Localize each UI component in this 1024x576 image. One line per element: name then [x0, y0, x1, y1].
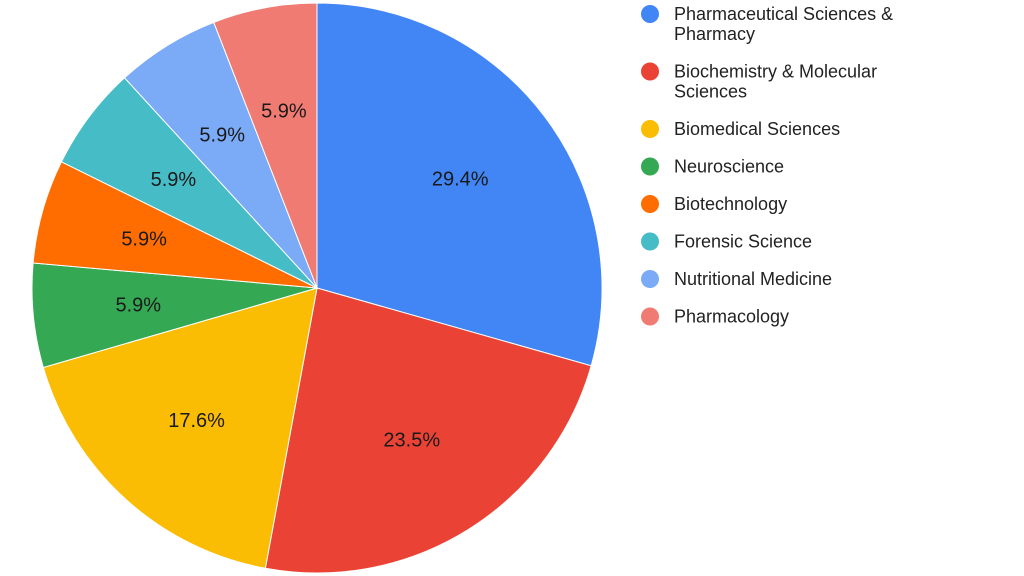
slice-label-biochemistry-and-molecular-sciences: 23.5%	[383, 430, 440, 452]
legend-item-biomedical-sciences: Biomedical Sciences	[641, 119, 840, 139]
legend-swatch	[641, 270, 659, 288]
legend-label: Pharmacy	[674, 24, 755, 44]
legend-item-pharmacology: Pharmacology	[641, 307, 789, 327]
legend-item-neuroscience: Neuroscience	[641, 157, 784, 177]
legend-label: Sciences	[674, 82, 747, 102]
legend-label: Forensic Science	[674, 232, 812, 252]
slice-label-forensic-science: 5.9%	[151, 169, 197, 191]
slice-label-biotechnology: 5.9%	[121, 229, 167, 251]
legend-label: Biotechnology	[674, 194, 787, 214]
legend-swatch	[641, 62, 659, 81]
slice-label-biomedical-sciences: 17.6%	[168, 410, 225, 432]
legend-swatch	[641, 307, 659, 326]
slice-label-neuroscience: 5.9%	[116, 294, 162, 316]
legend-label: Biomedical Sciences	[674, 119, 840, 139]
legend-swatch	[641, 195, 659, 213]
pie-slice-labels: 29.4%23.5%17.6%5.9%5.9%5.9%5.9%5.9%	[116, 101, 489, 452]
pie-slice-pharmaceutical-sciences-and-pharmacy	[316, 2, 603, 367]
legend-label: Biochemistry & Molecular	[674, 62, 877, 82]
legend-label: Pharmaceutical Sciences &	[674, 4, 893, 24]
pie-slices	[31, 2, 603, 574]
legend-label: Neuroscience	[674, 157, 784, 177]
legend-item-pharmaceutical-sciences-and-pharmacy: Pharmaceutical Sciences &Pharmacy	[641, 4, 893, 44]
slice-label-pharmaceutical-sciences-and-pharmacy: 29.4%	[432, 169, 489, 191]
legend-swatch	[641, 157, 659, 176]
legend: Pharmaceutical Sciences &Pharmacy Biochem…	[641, 4, 893, 327]
legend-item-nutritional-medicine: Nutritional Medicine	[641, 269, 832, 289]
legend-item-forensic-science: Forensic Science	[641, 232, 812, 252]
legend-swatch	[641, 120, 659, 138]
legend-swatch	[641, 5, 659, 23]
slice-label-pharmacology: 5.9%	[261, 101, 307, 123]
pie-slice-biochemistry-and-molecular-sciences	[264, 287, 592, 574]
legend-label: Pharmacology	[674, 307, 789, 327]
pie-slice-biomedical-sciences	[42, 287, 318, 569]
legend-swatch	[641, 232, 659, 251]
legend-item-biotechnology: Biotechnology	[641, 194, 787, 214]
slice-label-nutritional-medicine: 5.9%	[199, 125, 245, 147]
pie-slice-pharmacology	[213, 2, 318, 289]
legend-label: Nutritional Medicine	[674, 269, 832, 289]
